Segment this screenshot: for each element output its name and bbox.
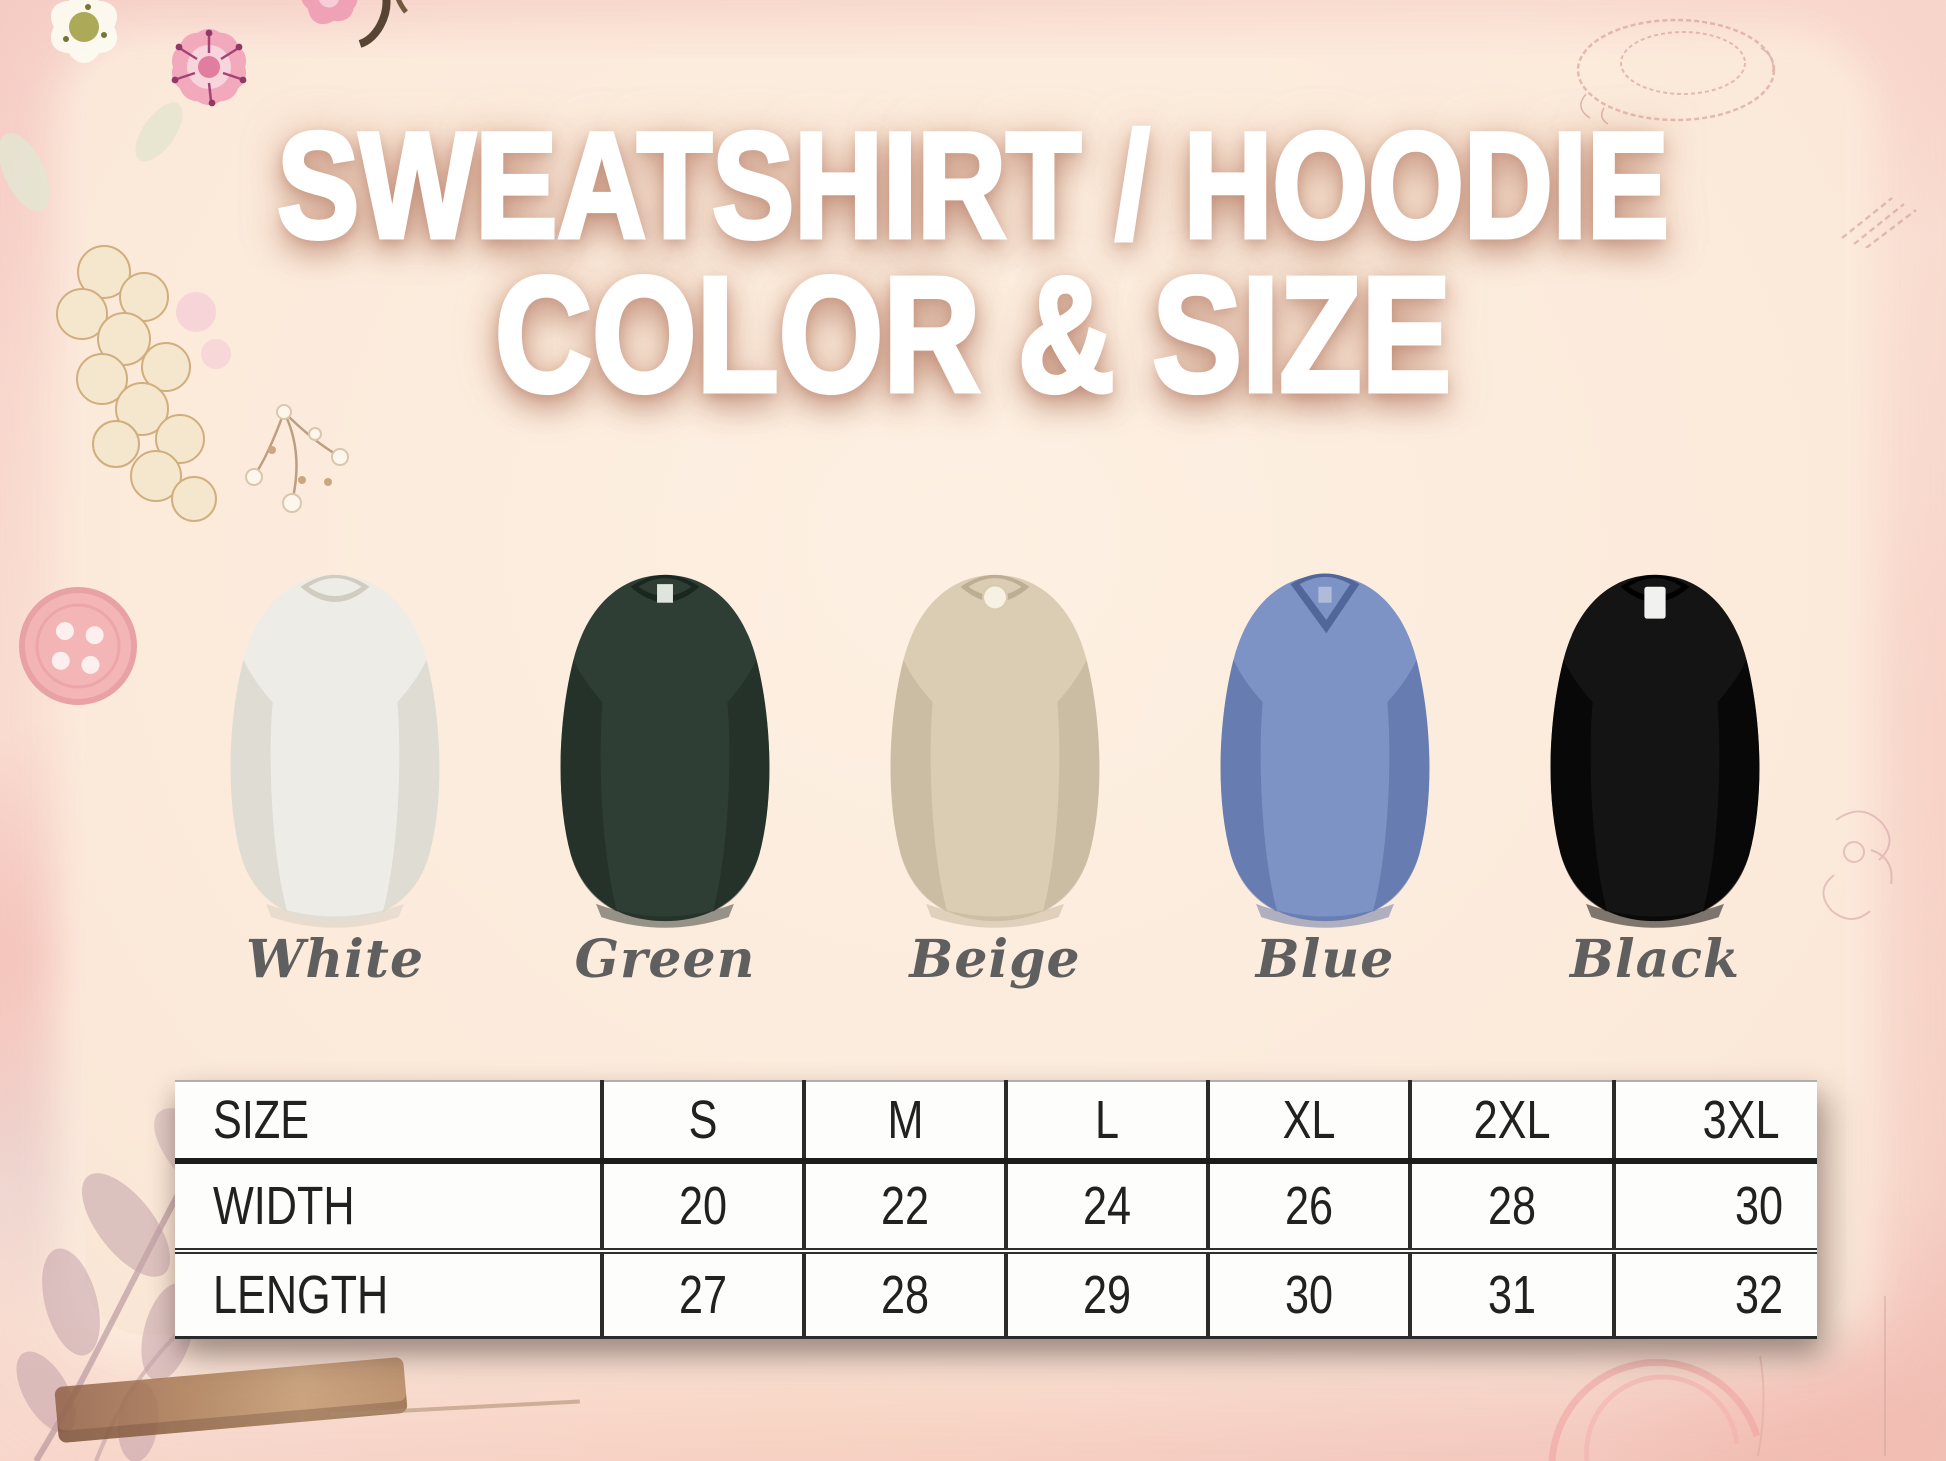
header-3xl: 3XL <box>1612 1080 1817 1164</box>
header-l: L <box>1004 1080 1208 1164</box>
stem-line-icon <box>1884 1296 1886 1456</box>
collar-tag <box>657 584 673 603</box>
table-cell: 20 <box>600 1161 804 1254</box>
color-option-white: White <box>185 543 485 990</box>
row-label-width: WIDTH <box>175 1161 602 1254</box>
color-options-row: White Green <box>0 543 1946 990</box>
table-cell: 30 <box>1612 1161 1817 1254</box>
table-cell: 27 <box>600 1251 804 1339</box>
color-option-beige: Beige <box>845 543 1145 990</box>
header-s: S <box>600 1080 804 1164</box>
collar-tag <box>1318 586 1332 603</box>
color-option-black: Black <box>1505 543 1805 990</box>
table-cell: 32 <box>1612 1251 1817 1339</box>
brush-stroke-icon <box>54 1356 408 1444</box>
color-label: Green <box>574 929 756 990</box>
color-label: White <box>245 929 425 990</box>
table-cell: 29 <box>1004 1251 1208 1339</box>
table-row-length: LENGTH 27 28 29 30 31 32 <box>175 1251 1817 1339</box>
header-xl: XL <box>1206 1080 1410 1164</box>
table-cell: 30 <box>1206 1251 1410 1339</box>
color-label: Beige <box>909 929 1081 990</box>
table-cell: 31 <box>1408 1251 1614 1339</box>
collar-tag <box>982 584 1008 611</box>
blue-sweatshirt-image <box>1220 573 1430 928</box>
table-cell: 24 <box>1004 1161 1208 1254</box>
size-chart-table: SIZE S M L XL 2XL 3XL WIDTH 20 22 24 26 … <box>175 1080 1817 1339</box>
table-header-row: SIZE S M L XL 2XL 3XL <box>175 1080 1817 1164</box>
row-label-length: LENGTH <box>175 1251 602 1339</box>
table-cell: 28 <box>1408 1161 1614 1254</box>
title-line-2: COLOR & SIZE <box>493 243 1453 426</box>
table-cell: 28 <box>802 1251 1006 1339</box>
color-label: Blue <box>1255 929 1395 990</box>
table-cell: 26 <box>1206 1161 1410 1254</box>
white-sweatshirt-image <box>230 574 440 928</box>
swirl-arcs-icon <box>1548 1355 1765 1461</box>
collar-tag <box>1644 586 1666 619</box>
header-m: M <box>802 1080 1006 1164</box>
page-title: SWEATSHIRT / HOODIE COLOR & SIZE <box>0 101 1946 426</box>
header-size: SIZE <box>175 1080 602 1164</box>
color-option-green: Green <box>515 543 815 990</box>
green-sweatshirt-image <box>560 574 770 928</box>
header-2xl: 2XL <box>1408 1080 1614 1164</box>
color-label: Black <box>1569 929 1741 990</box>
title-line-1: SWEATSHIRT / HOODIE <box>275 101 1671 269</box>
color-option-blue: Blue <box>1175 543 1475 990</box>
beige-sweatshirt-image <box>890 574 1100 928</box>
black-sweatshirt-image <box>1550 574 1760 928</box>
table-row-width: WIDTH 20 22 24 26 28 30 <box>175 1161 1817 1254</box>
table-cell: 22 <box>802 1161 1006 1254</box>
